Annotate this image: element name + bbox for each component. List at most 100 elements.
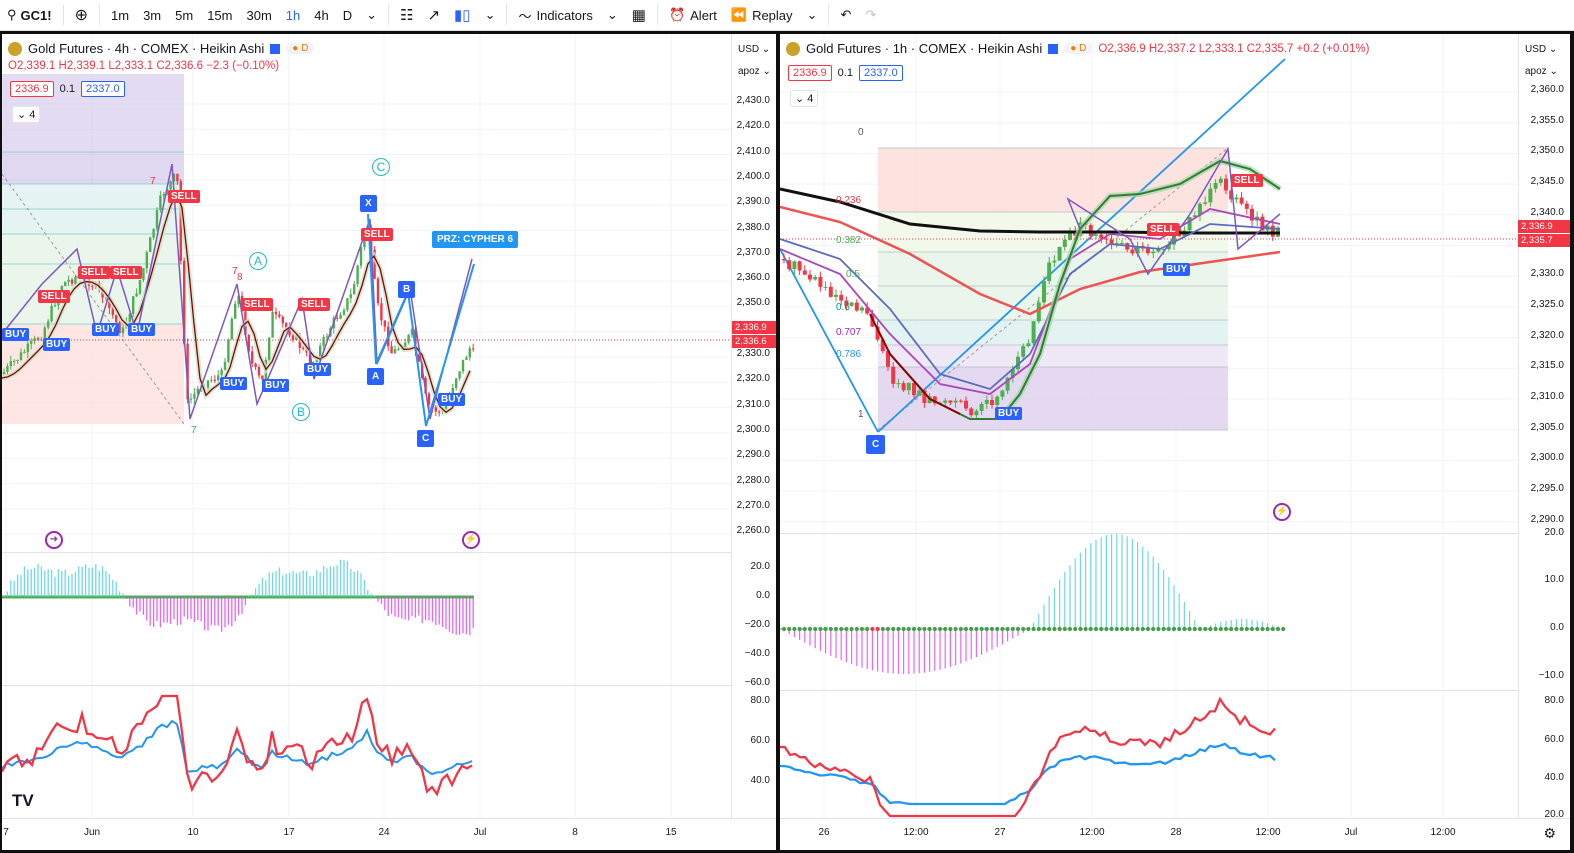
interval-5m[interactable]: 5m [175,7,194,23]
replay-jump-icon[interactable]: ➜ [45,531,63,549]
currency-button[interactable]: USD ⌄ [738,44,771,55]
pane-divider[interactable] [2,685,731,686]
flag-icon[interactable] [270,43,281,54]
currency-button[interactable]: USD ⌄ [1525,44,1558,55]
redo-button[interactable]: ↷ [858,0,883,31]
indicators-toggle[interactable]: ⌄ 4 [790,90,819,107]
interval-dropdown-button[interactable]: ⌄ [359,0,384,31]
sell-signal: SELL [38,290,70,303]
signal-dot [1234,626,1239,632]
chart-type-dropdown[interactable]: ⌄ [478,0,503,31]
candle-body [322,337,325,346]
symbol-search[interactable]: ⚲ GC1! [0,0,59,31]
divider [62,5,64,25]
candle-body [183,260,186,344]
candle-body [969,408,974,416]
interval-4h[interactable]: 4h [314,7,329,23]
chart-canvas-right[interactable] [780,34,1570,850]
chart-pane-left[interactable]: Gold Futures · 4h · COMEX · Heikin Ashi … [2,34,776,850]
candle-body [427,393,431,405]
chart-title[interactable]: Gold Futures · 4h · COMEX · Heikin Ashi [28,41,265,56]
candle-body [1005,377,1010,391]
top-toolbar: ⚲ GC1! ⊕ 1m 3m 5m 15m 30m 1h 4h D ⌄ ☷ ↗ ▮… [0,0,1574,31]
interval-30m[interactable]: 30m [246,7,272,23]
undo-button[interactable]: ↶ [833,0,858,31]
chart-title[interactable]: Gold Futures · 1h · COMEX · Heikin Ashi [806,41,1043,56]
chart-type-bars-button[interactable]: ☷ [393,0,420,31]
candle-body [210,379,213,381]
fib-level-label: 0.5 [846,269,860,280]
time-axis-right[interactable]: 26 12:00 27 12:00 28 12:00 Jul 12:00 ⚙ [780,818,1570,850]
candle-body [274,311,278,315]
candle-body [880,339,885,352]
interval-1h[interactable]: 1h [285,7,301,23]
price-tick-label: 2,300.0 [736,423,770,435]
signal-dot [989,626,995,632]
signal-dot [995,626,1000,632]
candle-body [128,313,131,323]
chart-pane-right[interactable]: Gold Futures · 1h · COMEX · Heikin Ashi … [780,34,1570,850]
tradingview-logo[interactable]: TV [12,791,34,810]
chevron-down-icon: ⌄ [366,7,378,22]
rsi-line [2,694,473,797]
candle-body [472,348,475,350]
signal-dot [943,626,948,632]
alert-button[interactable]: ⏰ Alert [662,0,724,31]
fib-level-label: 0.707 [836,327,862,338]
candle-body [138,279,142,294]
price-axis-left[interactable]: USD ⌄ apoz ⌄ 2,430.0 2,420.0 2,410.0 2,400.… [731,34,776,850]
buy-signal: BUY [128,323,156,336]
replay-button[interactable]: ⏪ Replay [724,0,800,31]
sell-price-button[interactable]: 2336.9 [10,81,54,97]
buy-price-button[interactable]: 2337.0 [858,65,903,81]
candle-body [19,352,23,360]
candle-body [115,315,118,323]
candle-body [922,390,927,404]
candle-body [1166,244,1171,250]
pane-divider[interactable] [2,552,731,553]
sell-price-button[interactable]: 2336.9 [788,65,832,81]
oscillator-tick-label: −60.0 [744,677,770,688]
chart-type-candles-button[interactable]: ▮▯ [447,0,478,31]
settings-gear-icon[interactable]: ⚙ [1543,825,1556,841]
time-axis-left[interactable]: 7 Jun 10 17 24 Jul 8 15 [2,818,776,850]
price-tick-label: 2,315.0 [1530,360,1564,372]
time-tick-label: 8 [572,827,578,838]
interval-15m[interactable]: 15m [207,7,233,23]
signal-dot [917,626,922,632]
add-symbol-button[interactable]: ⊕ [68,0,95,31]
interval-1m[interactable]: 1m [111,7,130,23]
flash-icon[interactable]: ⚡ [1273,503,1291,521]
interval-3m[interactable]: 3m [143,7,162,23]
chart-type-line-button[interactable]: ↗ [420,0,447,31]
signal-dot [1104,626,1109,632]
pane-divider[interactable] [780,533,1518,534]
indicators-toggle[interactable]: ⌄ 4 [12,106,41,123]
templates-button[interactable]: ▦ [625,0,653,31]
time-tick-label: 12:00 [903,827,929,838]
indicators-dropdown[interactable]: ⌄ [600,0,625,31]
replay-dropdown[interactable]: ⌄ [800,0,825,31]
candle-body [808,274,812,280]
flag-icon[interactable] [1048,43,1059,54]
pane-divider[interactable] [780,690,1518,691]
buy-price-button[interactable]: 2337.0 [80,81,125,97]
signal-dot [854,626,859,632]
signal-dot [984,626,989,632]
candle-body [802,270,807,275]
interval-d[interactable]: D [342,7,353,23]
scale-mode-button[interactable]: apoz ⌄ [1525,66,1558,77]
price-axis-right[interactable]: USD ⌄ apoz ⌄ 2,360.0 2,355.0 2,350.0 2,345.… [1518,34,1570,850]
flash-icon[interactable]: ⚡ [462,531,480,549]
candle-body [834,294,838,297]
candle-body [1218,178,1223,183]
buy-signal: BUY [92,323,120,336]
chart-canvas-left[interactable] [2,34,776,850]
scale-mode-button[interactable]: apoz ⌄ [738,66,771,77]
signal-dot [1208,626,1213,632]
candle-body [302,347,305,349]
candle-body [1192,215,1197,218]
candle-body [74,277,77,284]
indicators-button[interactable]: 〜 Indicators [511,0,599,31]
indicators-icon: 〜 [518,8,532,24]
